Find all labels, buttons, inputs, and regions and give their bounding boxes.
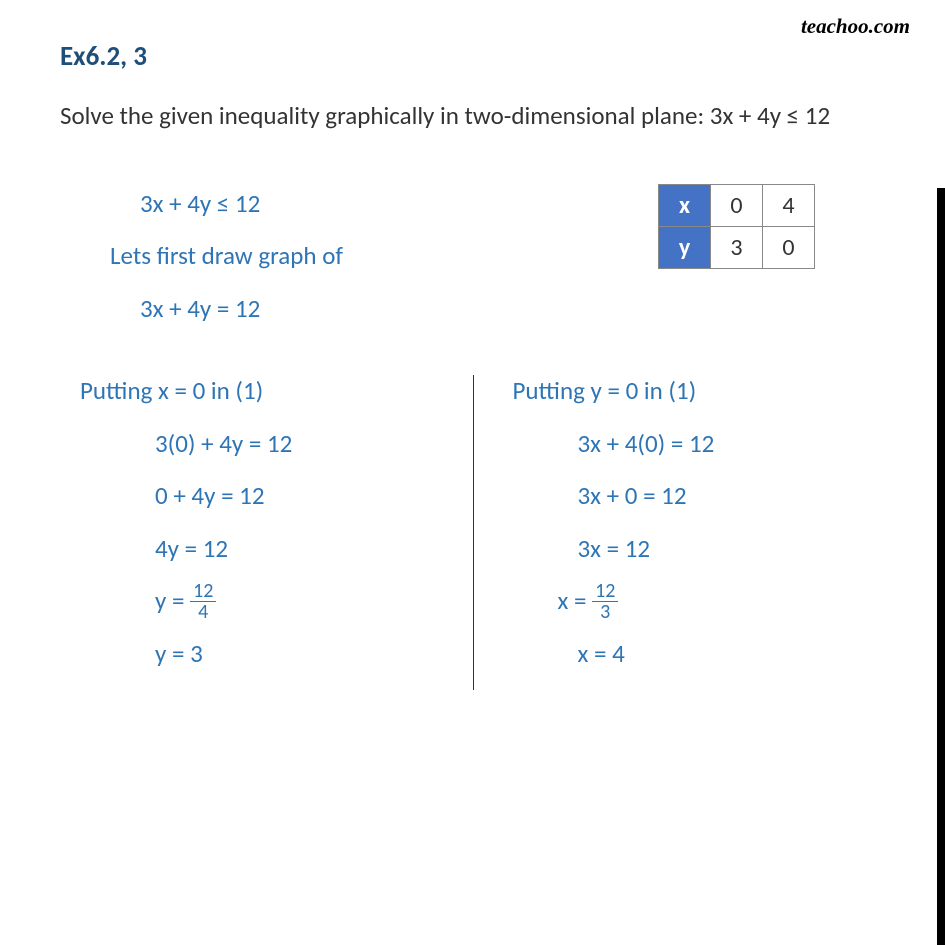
table-header-x: x <box>659 184 711 226</box>
table-cell: 3 <box>711 226 763 268</box>
table-cell: 0 <box>763 226 815 268</box>
table-header-y: y <box>659 226 711 268</box>
left-line: 0 + 4y = 12 <box>60 470 473 523</box>
table-cell: 0 <box>711 184 763 226</box>
right-line: x = 4 <box>473 628 886 681</box>
right-column: Putting y = 0 in (1) 3x + 4(0) = 12 3x +… <box>473 365 886 680</box>
right-line: 3x + 4(0) = 12 <box>473 418 886 471</box>
intro-line-1: 3x + 4y ≤ 12 <box>110 178 343 231</box>
points-table: x 0 4 y 3 0 <box>658 184 815 269</box>
intro-row: 3x + 4y ≤ 12 Lets first draw graph of 3x… <box>60 178 885 336</box>
left-line-frac: y = 124 <box>60 575 473 628</box>
table-row: y 3 0 <box>659 226 815 268</box>
fraction-numerator: 12 <box>190 581 216 602</box>
left-line: 4y = 12 <box>60 523 473 576</box>
left-column: Putting x = 0 in (1) 3(0) + 4y = 12 0 + … <box>60 365 473 680</box>
fraction: 123 <box>592 581 618 622</box>
fraction-numerator: 12 <box>592 581 618 602</box>
table-row: x 0 4 <box>659 184 815 226</box>
left-line: 3(0) + 4y = 12 <box>60 418 473 471</box>
column-divider <box>473 375 474 690</box>
right-black-bar <box>937 188 945 945</box>
exercise-heading: Ex6.2, 3 <box>60 40 885 73</box>
left-line: y = 3 <box>60 628 473 681</box>
intro-line-3: 3x + 4y = 12 <box>110 283 343 336</box>
table-cell: 4 <box>763 184 815 226</box>
right-heading: Putting y = 0 in (1) <box>473 365 886 418</box>
two-columns: Putting x = 0 in (1) 3(0) + 4y = 12 0 + … <box>60 365 885 680</box>
right-line-frac: x = 123 <box>473 575 886 628</box>
fraction-denominator: 4 <box>190 602 216 622</box>
right-line: 3x = 12 <box>473 523 886 576</box>
page-content: Ex6.2, 3 Solve the given inequality grap… <box>0 0 945 700</box>
fraction-denominator: 3 <box>592 602 618 622</box>
problem-statement: Solve the given inequality graphically i… <box>60 95 885 138</box>
frac-prefix: x = <box>558 585 593 616</box>
watermark-text: teachoo.com <box>801 14 910 39</box>
intro-line-2: Lets first draw graph of <box>110 230 343 283</box>
frac-prefix: y = <box>155 585 190 616</box>
left-heading: Putting x = 0 in (1) <box>60 365 473 418</box>
intro-block: 3x + 4y ≤ 12 Lets first draw graph of 3x… <box>60 178 343 336</box>
fraction: 124 <box>190 581 216 622</box>
right-line: 3x + 0 = 12 <box>473 470 886 523</box>
